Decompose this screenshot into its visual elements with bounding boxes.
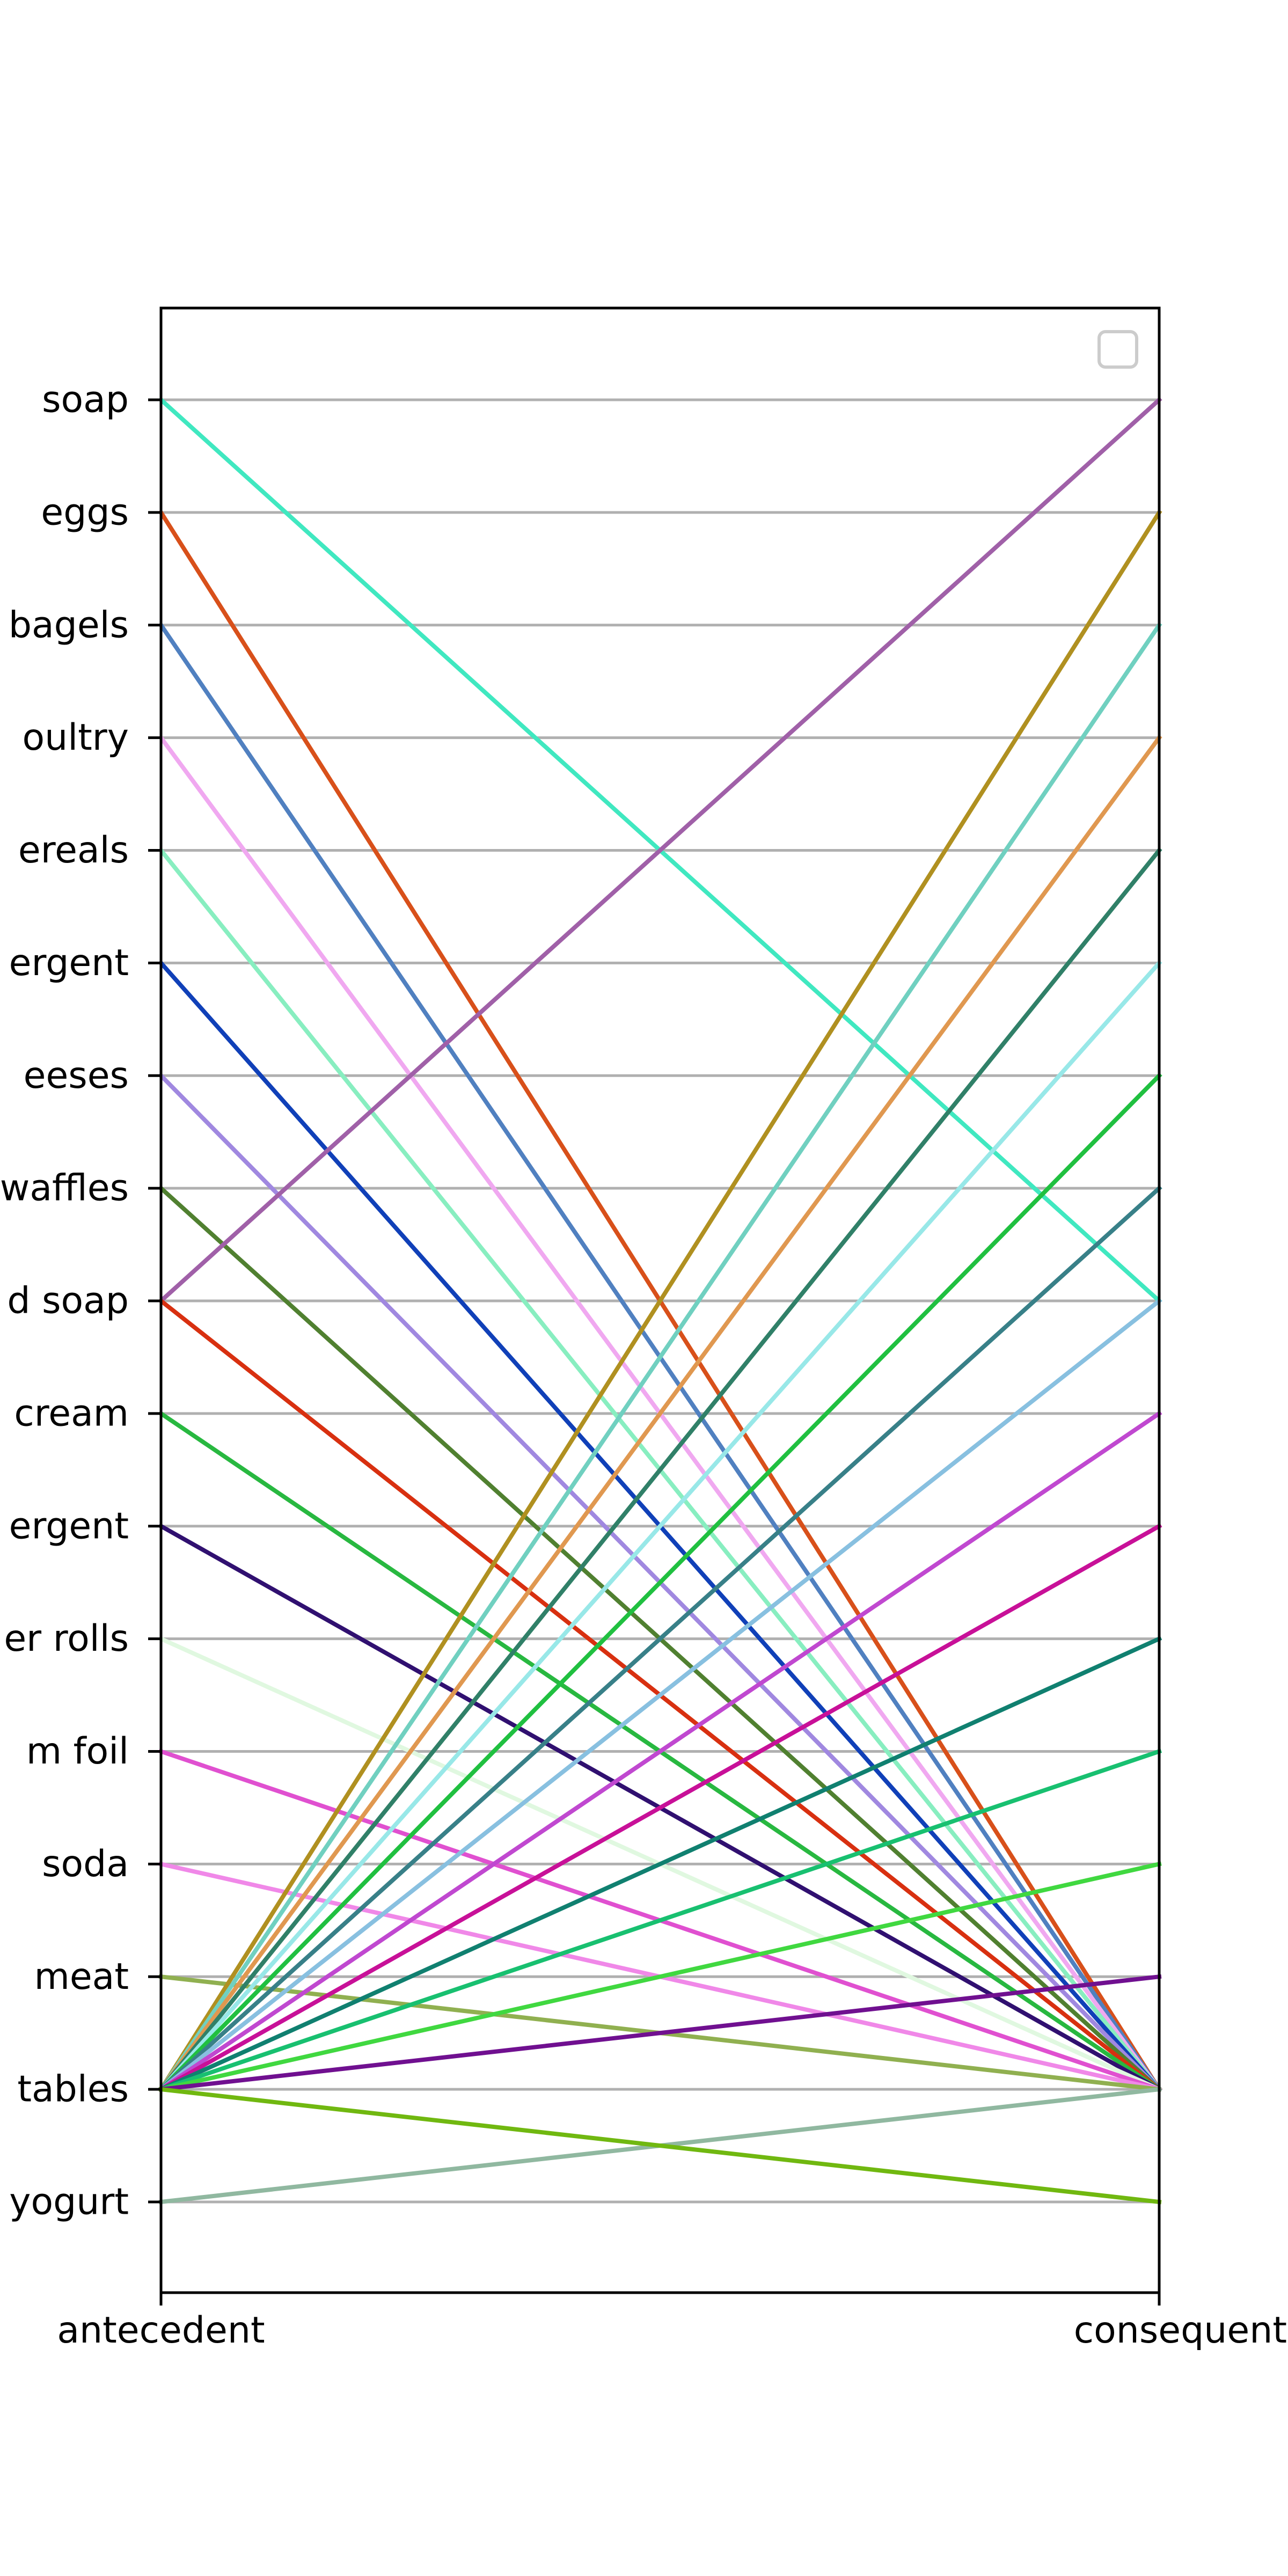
series-line — [158, 847, 1162, 2092]
axis-label-consequent: consequent — [1074, 2309, 1287, 2352]
series-line — [158, 2087, 1162, 2205]
series-line — [158, 1861, 1162, 2092]
series-line — [158, 1748, 1162, 2092]
axis-label-antecedent: antecedent — [57, 2309, 265, 2352]
y-tick-label: ergent — [9, 1505, 129, 1547]
y-tick-label: bagels — [9, 604, 129, 646]
y-tick-label: oultry — [23, 716, 129, 759]
y-tick-label: er rolls — [4, 1618, 129, 1660]
y-tick-label: ergent — [9, 942, 129, 984]
y-tick-label: d soap — [7, 1280, 129, 1322]
axis-labels: antecedent consequent — [57, 2309, 1287, 2352]
y-tick-label: waffles — [0, 1167, 129, 1210]
y-tick-label: eggs — [41, 491, 129, 533]
series-line — [158, 960, 1162, 2092]
y-tick-label: soda — [42, 1843, 129, 1885]
y-tick-label: ereals — [18, 829, 129, 872]
series-lines — [158, 397, 1162, 2205]
series-line — [158, 735, 1162, 2092]
series-line — [158, 1523, 1162, 2092]
y-tick-label: cream — [14, 1392, 129, 1435]
y-tick-label: meat — [34, 1956, 129, 1998]
y-tick-label: m foil — [26, 1730, 129, 1773]
series-line — [158, 1636, 1162, 2092]
series-line — [158, 1185, 1162, 2092]
series-line — [158, 1072, 1162, 2092]
y-tick-label: soap — [42, 379, 129, 421]
series-line — [158, 1974, 1162, 2092]
y-tick-labels: soap eggs bagels oultry ereals ergent eeses waf… — [0, 379, 161, 2223]
series-line — [158, 397, 1162, 1304]
series-line — [158, 509, 1162, 2092]
series-line — [158, 622, 1162, 2092]
y-tick-label: tables — [17, 2068, 129, 2111]
series-line — [158, 1298, 1162, 2092]
y-tick-label: yogurt — [9, 2181, 129, 2223]
series-line — [158, 1410, 1162, 2092]
y-tick-label: eeses — [24, 1055, 129, 1097]
legend-box — [1097, 330, 1138, 369]
